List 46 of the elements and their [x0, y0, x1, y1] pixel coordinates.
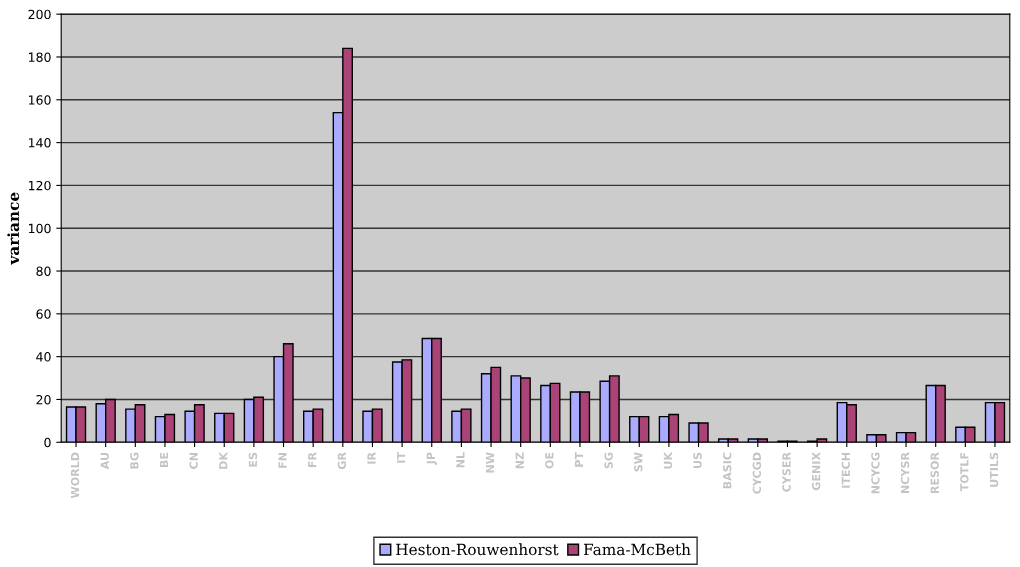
y-tick-label: 60 [36, 309, 51, 319]
x-tick-label: OE [545, 452, 554, 469]
x-tick-label: DK [219, 451, 228, 469]
x-tick-label: NL [456, 452, 465, 468]
x-tick-label: IR [367, 452, 376, 464]
x-tick-label: TOTLF [960, 452, 969, 492]
x-tick-label: CN [189, 453, 198, 469]
x-tick-label: ITECH [841, 453, 850, 488]
x-tick-label: NCYSR [900, 452, 910, 494]
x-tick-label: PT [574, 452, 584, 467]
legend-label: Heston-Rouwenhorst [396, 543, 559, 556]
x-tick-label: FR [308, 452, 317, 468]
x-tick-label: UTILS [989, 452, 999, 487]
y-tick-label: 80 [36, 266, 51, 276]
x-tick-label: GENIX [811, 452, 821, 491]
x-tick-label: GR [337, 452, 347, 470]
x-tick-label: BG [130, 452, 139, 469]
y-axis-title: variance [7, 192, 20, 265]
x-tick-label: IT [397, 452, 406, 463]
x-tick-label: BE [159, 452, 169, 468]
x-tick-label: NW [486, 452, 495, 473]
x-tick-label: WORLD [70, 452, 80, 499]
x-tick-label: AU [100, 453, 109, 470]
x-tick-label: US [693, 452, 702, 468]
y-tick-label: 20 [36, 394, 51, 405]
x-tick-label: FN [278, 453, 287, 468]
x-tick-label: NCYCG [871, 452, 880, 494]
x-tick-label: BASIC [723, 452, 732, 489]
x-tick-label: CYCGD [752, 452, 762, 494]
y-tick-label: 200 [28, 9, 51, 20]
x-tick-label: CYSER [782, 452, 791, 492]
y-tick-label: 100 [28, 223, 51, 234]
x-tick-label: UK [663, 451, 673, 469]
y-tick-label: 180 [28, 52, 51, 62]
y-tick-label: 160 [28, 95, 51, 105]
x-tick-label: NZ [515, 452, 524, 469]
x-tick-label: ES [248, 452, 258, 467]
y-tick-label: 40 [36, 352, 51, 362]
x-tick-label: JP [426, 452, 438, 465]
x-tick-label: SG [604, 452, 613, 469]
x-tick-label: SW [634, 452, 643, 472]
y-tick-label: 140 [28, 138, 51, 148]
y-tick-label: 120 [28, 180, 51, 191]
x-tick-label: RESOR [930, 452, 939, 494]
legend-label: Fama-McBeth [583, 543, 691, 556]
y-tick-label: 0 [44, 437, 51, 448]
